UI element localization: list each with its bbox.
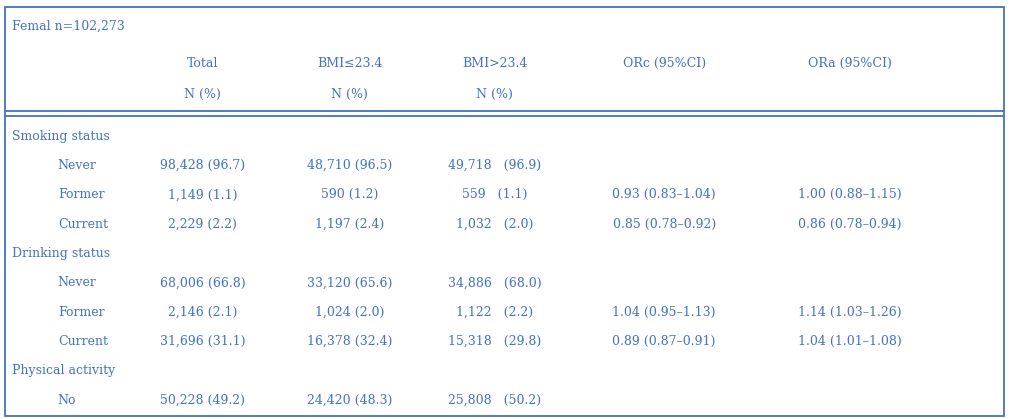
Text: 16,378 (32.4): 16,378 (32.4) <box>307 335 392 348</box>
Text: Femal n=102,273: Femal n=102,273 <box>12 19 125 33</box>
Text: 24,420 (48.3): 24,420 (48.3) <box>307 393 392 407</box>
Text: No: No <box>58 393 76 407</box>
Text: Total: Total <box>188 57 218 70</box>
Text: N (%): N (%) <box>332 88 368 101</box>
Text: 590 (1.2): 590 (1.2) <box>321 188 378 202</box>
Text: Current: Current <box>58 217 107 231</box>
Text: 0.93 (0.83–1.04): 0.93 (0.83–1.04) <box>612 188 716 202</box>
Text: 48,710 (96.5): 48,710 (96.5) <box>307 159 392 172</box>
Text: 1.04 (0.95–1.13): 1.04 (0.95–1.13) <box>612 305 716 319</box>
Text: 2,229 (2.2): 2,229 (2.2) <box>168 217 237 231</box>
Text: 1,024 (2.0): 1,024 (2.0) <box>315 305 384 319</box>
Text: 34,886   (68.0): 34,886 (68.0) <box>448 276 541 290</box>
FancyBboxPatch shape <box>5 7 1004 416</box>
Text: 2,146 (2.1): 2,146 (2.1) <box>168 305 237 319</box>
Text: 31,696 (31.1): 31,696 (31.1) <box>160 335 245 348</box>
Text: 559   (1.1): 559 (1.1) <box>462 188 527 202</box>
Text: N (%): N (%) <box>185 88 221 101</box>
Text: 0.89 (0.87–0.91): 0.89 (0.87–0.91) <box>612 335 716 348</box>
Text: Never: Never <box>58 159 96 172</box>
Text: 49,718   (96.9): 49,718 (96.9) <box>448 159 541 172</box>
Text: 25,808   (50.2): 25,808 (50.2) <box>448 393 541 407</box>
Text: Smoking status: Smoking status <box>12 129 110 143</box>
Text: 1,197 (2.4): 1,197 (2.4) <box>315 217 384 231</box>
Text: 1.00 (0.88–1.15): 1.00 (0.88–1.15) <box>798 188 901 202</box>
Text: ORa (95%CI): ORa (95%CI) <box>808 57 891 70</box>
Text: 0.85 (0.78–0.92): 0.85 (0.78–0.92) <box>612 217 716 231</box>
Text: BMI>23.4: BMI>23.4 <box>462 57 527 70</box>
Text: 1.04 (1.01–1.08): 1.04 (1.01–1.08) <box>798 335 901 348</box>
Text: Drinking status: Drinking status <box>12 247 111 260</box>
Text: 98,428 (96.7): 98,428 (96.7) <box>160 159 245 172</box>
Text: 0.86 (0.78–0.94): 0.86 (0.78–0.94) <box>798 217 901 231</box>
Text: 15,318   (29.8): 15,318 (29.8) <box>448 335 541 348</box>
Text: ORc (95%CI): ORc (95%CI) <box>623 57 706 70</box>
Text: 33,120 (65.6): 33,120 (65.6) <box>307 276 392 290</box>
Text: Former: Former <box>58 305 104 319</box>
Text: 1,122   (2.2): 1,122 (2.2) <box>456 305 533 319</box>
Text: 1.14 (1.03–1.26): 1.14 (1.03–1.26) <box>798 305 901 319</box>
Text: 50,228 (49.2): 50,228 (49.2) <box>160 393 245 407</box>
Text: 68,006 (66.8): 68,006 (66.8) <box>160 276 245 290</box>
Text: BMI≤23.4: BMI≤23.4 <box>317 57 382 70</box>
Text: Former: Former <box>58 188 104 202</box>
Text: 1,032   (2.0): 1,032 (2.0) <box>456 217 533 231</box>
Text: Current: Current <box>58 335 107 348</box>
Text: Never: Never <box>58 276 96 290</box>
Text: 1,149 (1.1): 1,149 (1.1) <box>168 188 237 202</box>
Text: Physical activity: Physical activity <box>12 364 116 378</box>
Text: N (%): N (%) <box>477 88 513 101</box>
